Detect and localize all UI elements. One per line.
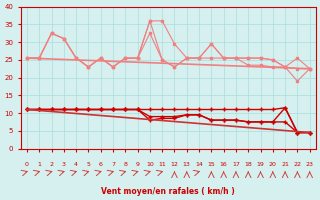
X-axis label: Vent moyen/en rafales ( km/h ): Vent moyen/en rafales ( km/h ) (101, 187, 235, 196)
